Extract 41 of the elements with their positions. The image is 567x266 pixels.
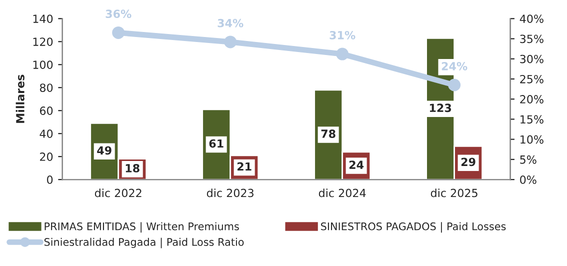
data-label: 123 (430, 104, 452, 112)
x-tick-label: dic 2025 (430, 188, 478, 198)
y2-tick-label: 40% (520, 14, 544, 23)
y-tick-label: 60 (40, 106, 53, 115)
data-label: 31% (330, 30, 356, 40)
data-label: 21 (237, 162, 252, 171)
y2-tick-label: 0% (520, 176, 536, 184)
data-label: 24% (442, 62, 468, 70)
data-label: 34% (218, 18, 244, 28)
data-label: 24 (349, 160, 364, 169)
legend-label: PRIMAS EMITIDAS | Written Premiums (44, 222, 239, 233)
data-label: 49 (97, 146, 112, 155)
y2-tick-label: 35% (520, 34, 544, 44)
data-label: 78 (321, 130, 336, 138)
x-tick-label: dic 2024 (318, 188, 366, 198)
y-tick-label: 80 (40, 84, 53, 92)
point (448, 78, 461, 92)
data-label: 29 (461, 158, 476, 166)
y-axis-title: Millares (16, 74, 24, 123)
y-tick-label: 140 (33, 14, 53, 23)
point (112, 26, 125, 39)
data-label: 36% (106, 10, 132, 18)
legend-label: SINIESTROS PAGADOS | Paid Losses (321, 222, 506, 233)
data-label: 18 (126, 164, 140, 172)
y2-tick-label: 30% (520, 54, 544, 64)
y2-tick-label: 20% (520, 95, 544, 104)
y-tick-label: 40 (40, 130, 53, 138)
point (224, 36, 237, 48)
y-tick-label: 20 (40, 152, 53, 161)
y2-tick-label: 25% (520, 74, 544, 84)
x-tick-label: dic 2022 (94, 188, 142, 198)
legend-label: Siniestralidad Pagada | Paid Loss Ratio (44, 238, 244, 248)
y-tick-label: 100 (33, 60, 53, 69)
y2-tick-label: 5% (520, 155, 536, 164)
y-tick-label: 120 (33, 38, 53, 46)
y-tick-label: 0 (47, 176, 53, 184)
x-tick-label: dic 2023 (206, 188, 254, 198)
y2-tick-label: 15% (520, 115, 544, 124)
y2-tick-label: 10% (520, 135, 544, 144)
data-label: 61 (209, 139, 224, 148)
point (336, 48, 349, 60)
